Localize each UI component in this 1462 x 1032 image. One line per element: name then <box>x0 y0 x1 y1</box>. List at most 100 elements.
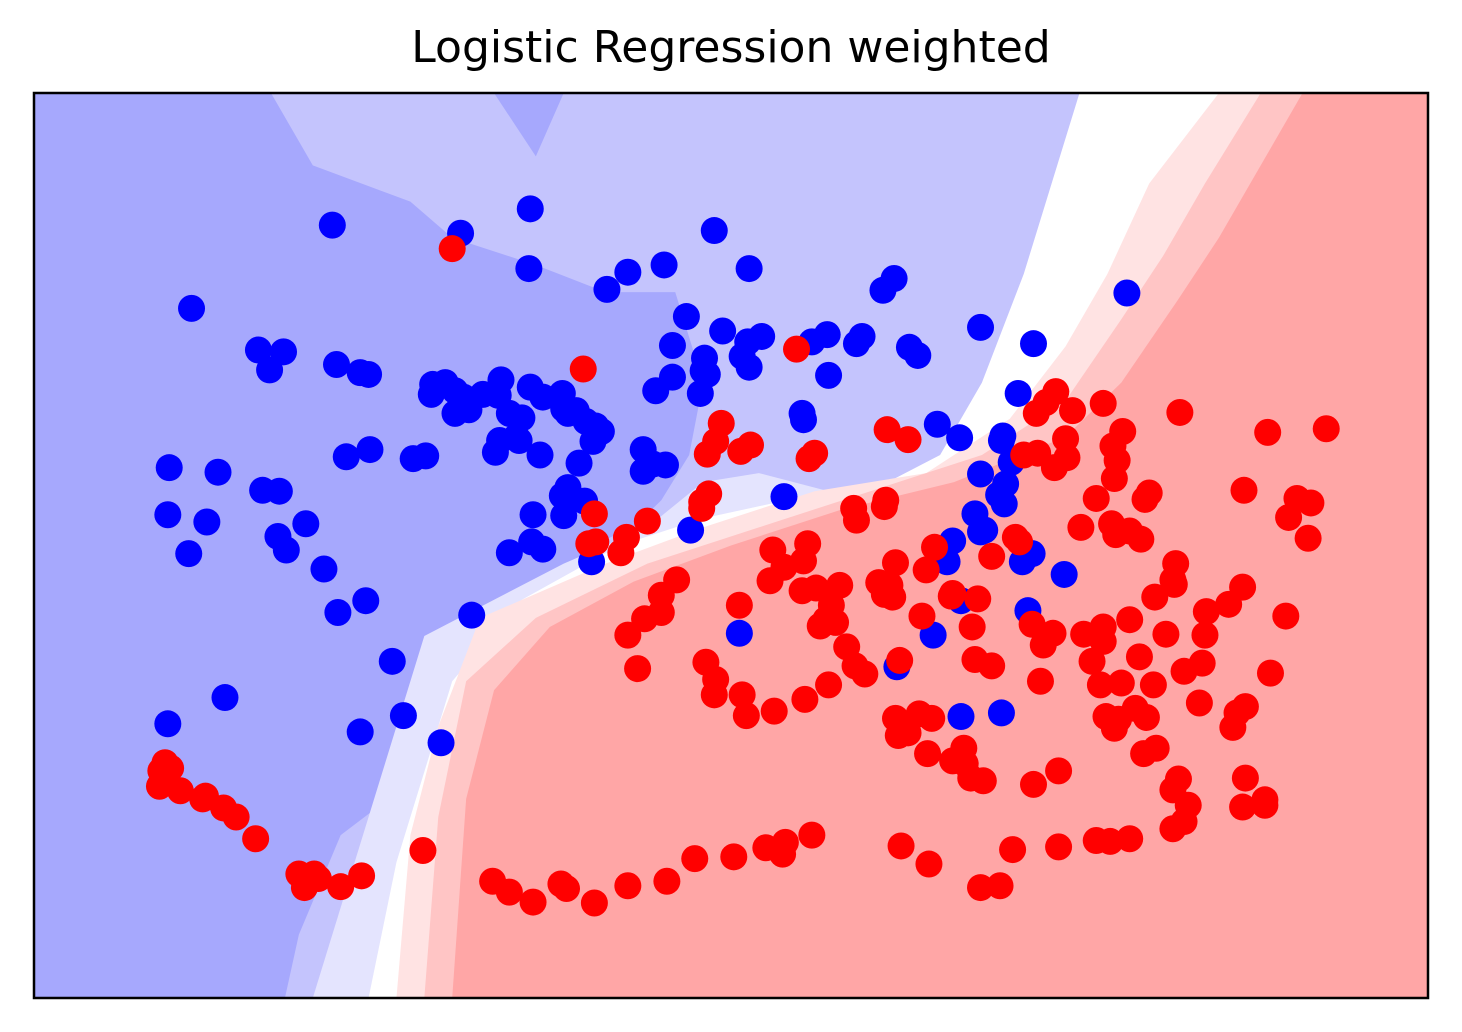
class1-point <box>1059 397 1087 425</box>
class0-point <box>1113 279 1141 307</box>
class1-point <box>1185 689 1213 717</box>
class0-point <box>265 477 293 505</box>
class1-point <box>798 821 826 849</box>
class0-point <box>880 265 908 293</box>
class0-point <box>947 703 975 731</box>
class0-point <box>593 275 621 303</box>
class1-point <box>1229 793 1257 821</box>
class0-point <box>211 684 239 712</box>
class0-point <box>989 422 1017 450</box>
class0-point <box>155 454 183 482</box>
class0-point <box>587 417 615 445</box>
class0-point <box>427 729 455 757</box>
class0-point <box>700 217 728 245</box>
class0-point <box>735 255 763 283</box>
class1-point <box>1152 620 1180 648</box>
class0-point <box>495 539 523 567</box>
class1-point <box>937 582 965 610</box>
class0-point <box>904 341 932 369</box>
class1-point <box>580 500 608 528</box>
class0-point <box>193 508 221 536</box>
class1-point <box>969 767 997 795</box>
class1-point <box>1039 619 1067 647</box>
class0-point <box>346 718 374 746</box>
class0-point <box>650 251 678 279</box>
class1-point <box>978 542 1006 570</box>
class0-point <box>629 436 657 464</box>
class1-point <box>1019 770 1047 798</box>
class1-point <box>887 832 915 860</box>
class0-point <box>990 490 1018 518</box>
class1-point <box>870 580 898 608</box>
class0-point <box>204 458 232 486</box>
class1-point <box>760 697 788 725</box>
class1-point <box>145 772 173 800</box>
class1-point <box>1166 398 1194 426</box>
class0-point <box>967 313 995 341</box>
class1-point <box>1125 643 1153 671</box>
class1-point <box>1026 667 1054 695</box>
class1-point <box>519 888 547 916</box>
class1-point <box>756 567 784 595</box>
class0-point <box>735 353 763 381</box>
class1-point <box>285 860 313 888</box>
class0-point <box>356 436 384 464</box>
class0-point <box>725 619 753 647</box>
class1-point <box>1102 521 1130 549</box>
class1-point <box>547 870 575 898</box>
class0-point <box>686 379 714 407</box>
class1-point <box>1191 621 1219 649</box>
class1-point <box>886 646 914 674</box>
class1-point <box>727 437 755 465</box>
class0-point <box>256 356 284 384</box>
class0-point <box>324 598 352 626</box>
class1-point <box>1130 740 1158 768</box>
class0-point <box>154 501 182 529</box>
class1-point <box>575 530 603 558</box>
class1-point <box>732 702 760 730</box>
class0-point <box>813 321 841 349</box>
class1-point <box>1160 570 1188 598</box>
class0-point <box>516 195 544 223</box>
class0-point <box>487 366 515 394</box>
class0-point <box>178 294 206 322</box>
class0-point <box>526 441 554 469</box>
class1-point <box>614 872 642 900</box>
class1-point <box>580 889 608 917</box>
plot-frame <box>32 91 1430 1000</box>
class1-point <box>958 613 986 641</box>
class1-point <box>624 655 652 683</box>
class1-point <box>851 660 879 688</box>
class1-point <box>894 426 922 454</box>
class0-point <box>565 449 593 477</box>
class1-point <box>1100 465 1128 493</box>
class1-point <box>189 785 217 813</box>
class1-point <box>870 493 898 521</box>
class1-point <box>1139 671 1167 699</box>
class0-point <box>987 699 1015 727</box>
class0-point <box>709 317 737 345</box>
class1-point <box>614 621 642 649</box>
class0-point <box>399 445 427 473</box>
class1-point <box>815 671 843 699</box>
class1-point <box>692 648 720 676</box>
class1-point <box>788 577 816 605</box>
class1-point <box>812 606 840 634</box>
class0-point <box>244 336 272 364</box>
class1-point <box>918 704 946 732</box>
class0-point <box>789 406 817 434</box>
class0-point <box>355 360 383 388</box>
chart-title: Logistic Regression weighted <box>411 22 1051 73</box>
class1-point <box>999 836 1027 864</box>
class0-point <box>658 331 686 359</box>
class1-point <box>978 652 1006 680</box>
class1-point <box>663 566 691 594</box>
class0-point <box>310 555 338 583</box>
class1-point <box>720 843 748 871</box>
class1-point <box>1272 602 1300 630</box>
class0-point <box>651 451 679 479</box>
class1-point <box>1219 713 1247 741</box>
class1-point <box>409 836 437 864</box>
class1-point <box>908 602 936 630</box>
